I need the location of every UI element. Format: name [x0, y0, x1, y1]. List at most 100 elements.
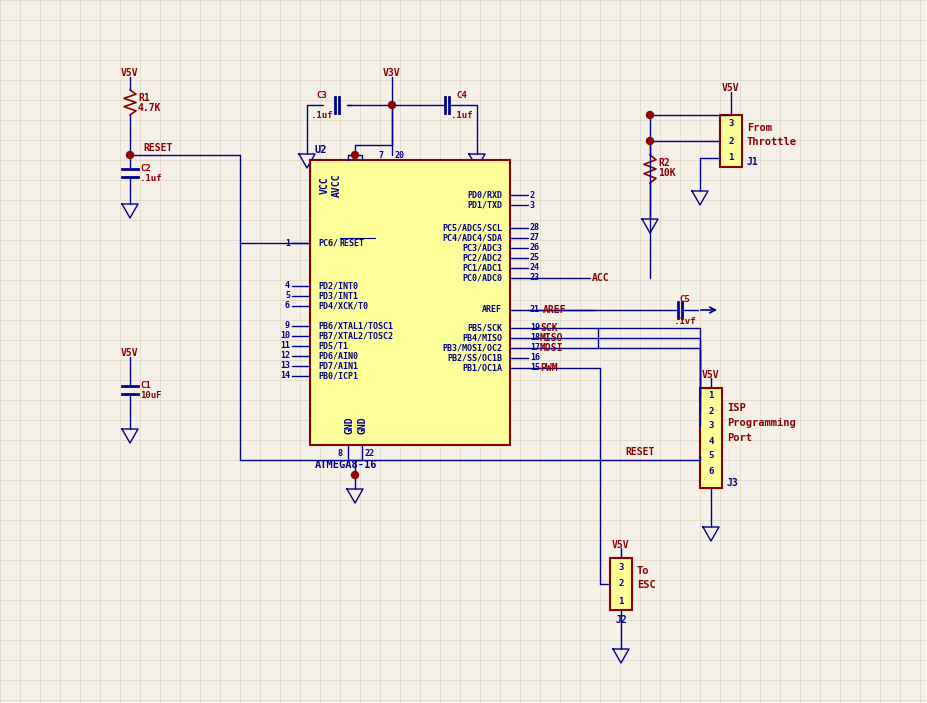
Text: 14: 14	[280, 371, 290, 380]
Text: AREF: AREF	[543, 305, 566, 315]
Text: 12: 12	[280, 352, 290, 361]
Text: RESET: RESET	[340, 238, 365, 247]
Circle shape	[126, 152, 133, 158]
Text: PB7/XTAL2/TOSC2: PB7/XTAL2/TOSC2	[318, 332, 393, 340]
Text: V5V: V5V	[121, 348, 139, 358]
Bar	[720, 115, 742, 167]
Text: ISP: ISP	[727, 403, 745, 413]
Text: 5: 5	[708, 451, 714, 460]
Text: PC4/ADC4/SDA: PC4/ADC4/SDA	[442, 233, 502, 243]
Text: 27: 27	[530, 233, 540, 243]
Text: 2: 2	[708, 406, 714, 415]
Text: PD4/XCK/T0: PD4/XCK/T0	[318, 302, 368, 311]
Text: 5: 5	[285, 292, 290, 300]
Text: RESET: RESET	[626, 447, 654, 457]
Text: 19: 19	[530, 323, 540, 333]
Text: To: To	[637, 566, 650, 576]
Bar	[610, 558, 632, 610]
Text: PB6/XTAL1/TOSC1: PB6/XTAL1/TOSC1	[318, 321, 393, 330]
Text: .1uf: .1uf	[451, 110, 473, 120]
Text: PB4/MISO: PB4/MISO	[462, 333, 502, 342]
Text: R1: R1	[138, 93, 150, 103]
Text: 22: 22	[365, 449, 375, 458]
Text: RESET: RESET	[144, 143, 172, 153]
Text: 17: 17	[530, 344, 540, 352]
Text: PD6/AIN0: PD6/AIN0	[318, 352, 358, 361]
Text: PC3/ADC3: PC3/ADC3	[462, 243, 502, 252]
Text: R2: R2	[658, 158, 669, 168]
Text: .1uf: .1uf	[140, 174, 161, 183]
Circle shape	[351, 152, 359, 158]
Circle shape	[646, 138, 654, 145]
Text: C1: C1	[140, 382, 151, 390]
Text: 2: 2	[729, 136, 733, 146]
Text: PWM: PWM	[540, 363, 558, 373]
Text: SCK: SCK	[540, 323, 558, 333]
Text: 15: 15	[530, 363, 540, 373]
Text: 3: 3	[708, 422, 714, 430]
Text: 4: 4	[285, 281, 290, 290]
Text: C3: C3	[317, 91, 327, 100]
Bar	[310, 160, 510, 445]
Text: MOSI: MOSI	[540, 343, 564, 353]
Text: 18: 18	[530, 333, 540, 342]
Text: V5V: V5V	[722, 83, 740, 93]
Text: J3: J3	[727, 478, 739, 488]
Text: 9: 9	[285, 321, 290, 330]
Text: 1: 1	[729, 153, 733, 162]
Text: 2: 2	[618, 579, 624, 588]
Text: 3: 3	[530, 200, 535, 209]
Text: PD1/TXD: PD1/TXD	[467, 200, 502, 209]
Text: VCC: VCC	[320, 176, 330, 194]
Text: PD5/T1: PD5/T1	[318, 342, 348, 351]
Text: 21: 21	[530, 306, 540, 314]
Text: 1: 1	[285, 238, 290, 247]
Text: AREF: AREF	[482, 306, 502, 314]
Text: 4.7K: 4.7K	[138, 103, 161, 113]
Text: U2: U2	[315, 145, 327, 155]
Text: PD7/AIN1: PD7/AIN1	[318, 361, 358, 370]
Bar	[700, 388, 722, 488]
Text: C2: C2	[140, 164, 151, 173]
Circle shape	[388, 101, 396, 108]
Text: 6: 6	[708, 467, 714, 475]
Text: 10: 10	[280, 332, 290, 340]
Text: 25: 25	[530, 254, 540, 262]
Text: 13: 13	[280, 361, 290, 370]
Text: PB2/SS/OC1B: PB2/SS/OC1B	[447, 354, 502, 363]
Text: ACC: ACC	[592, 273, 610, 283]
Text: 20: 20	[395, 150, 405, 160]
Text: GND: GND	[345, 416, 355, 434]
Text: 23: 23	[530, 273, 540, 283]
Text: J2: J2	[616, 615, 627, 625]
Text: PD2/INT0: PD2/INT0	[318, 281, 358, 290]
Text: 10uF: 10uF	[140, 392, 161, 401]
Text: 7: 7	[379, 150, 384, 160]
Circle shape	[351, 472, 359, 479]
Text: 3: 3	[618, 562, 624, 572]
Text: J1: J1	[747, 157, 759, 167]
Text: C5: C5	[679, 295, 691, 304]
Text: AVCC: AVCC	[332, 173, 342, 197]
Text: Programming: Programming	[727, 418, 795, 428]
Text: C4: C4	[457, 91, 467, 100]
Text: Port: Port	[727, 433, 752, 443]
Text: 16: 16	[530, 354, 540, 363]
Text: 24: 24	[530, 264, 540, 273]
Text: 2: 2	[530, 191, 535, 200]
Text: PB3/MOSI/OC2: PB3/MOSI/OC2	[442, 344, 502, 352]
Text: 28: 28	[530, 224, 540, 233]
Text: Throttle: Throttle	[747, 137, 797, 147]
Circle shape	[646, 112, 654, 119]
Text: PC2/ADC2: PC2/ADC2	[462, 254, 502, 262]
Text: 3: 3	[729, 120, 733, 129]
Text: From: From	[747, 123, 772, 133]
Text: ESC: ESC	[637, 580, 655, 590]
Text: .1vf: .1vf	[674, 318, 696, 326]
Text: 4: 4	[708, 437, 714, 446]
Text: PB0/ICP1: PB0/ICP1	[318, 371, 358, 380]
Text: 1: 1	[708, 392, 714, 401]
Text: V3V: V3V	[383, 68, 400, 78]
Text: PC5/ADC5/SCL: PC5/ADC5/SCL	[442, 224, 502, 233]
Text: 26: 26	[530, 243, 540, 252]
